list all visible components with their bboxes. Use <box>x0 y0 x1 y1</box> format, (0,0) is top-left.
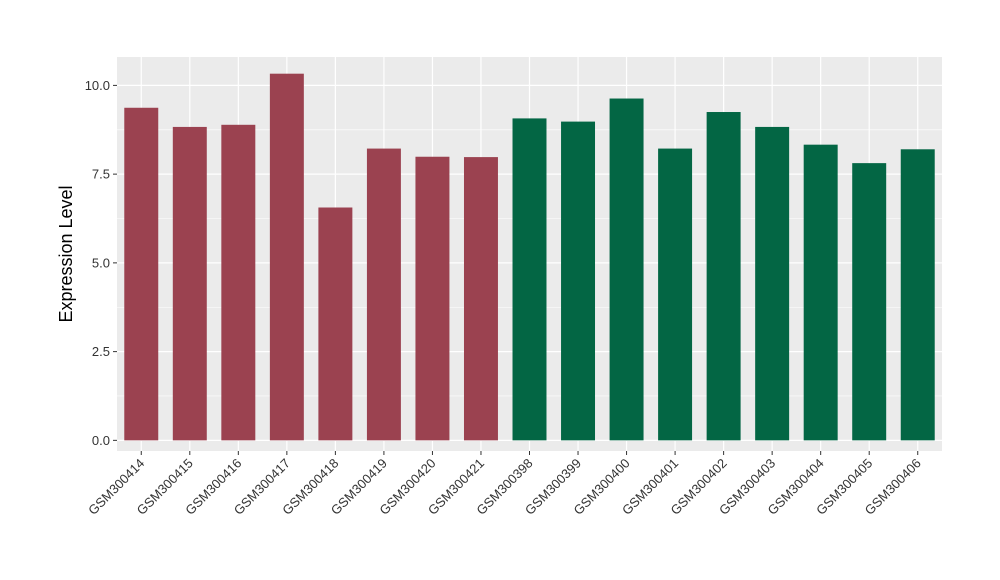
bar-gsm300418 <box>318 207 353 441</box>
bar-gsm300402 <box>706 112 741 441</box>
y-tick-label: 10.0 <box>85 78 110 93</box>
bar-gsm300406 <box>900 149 935 441</box>
y-axis-title: Expression Level <box>56 185 76 322</box>
y-tick-label: 2.5 <box>92 344 110 359</box>
bar-gsm300398 <box>512 118 547 441</box>
bar-gsm300403 <box>755 126 790 441</box>
bar-gsm300399 <box>561 121 596 441</box>
bar-gsm300420 <box>415 156 450 441</box>
bar-gsm300416 <box>221 124 256 441</box>
bar-gsm300419 <box>366 148 401 441</box>
bar-gsm300421 <box>463 157 498 441</box>
y-axis: 0.0 2.5 5.0 7.5 10.0 <box>85 78 117 448</box>
bar-gsm300415 <box>172 126 207 441</box>
bar-gsm300414 <box>124 107 159 441</box>
y-tick-label: 5.0 <box>92 255 110 270</box>
bar-gsm300400 <box>609 98 644 441</box>
bar-gsm300405 <box>852 163 887 441</box>
x-axis: GSM300414GSM300415GSM300416GSM300417GSM3… <box>85 451 924 518</box>
bar-gsm300417 <box>269 73 304 441</box>
bar-gsm300404 <box>803 144 838 441</box>
y-tick-label: 7.5 <box>92 167 110 182</box>
bars-group <box>124 73 935 441</box>
y-tick-label: 0.0 <box>92 433 110 448</box>
bar-gsm300401 <box>658 148 693 441</box>
